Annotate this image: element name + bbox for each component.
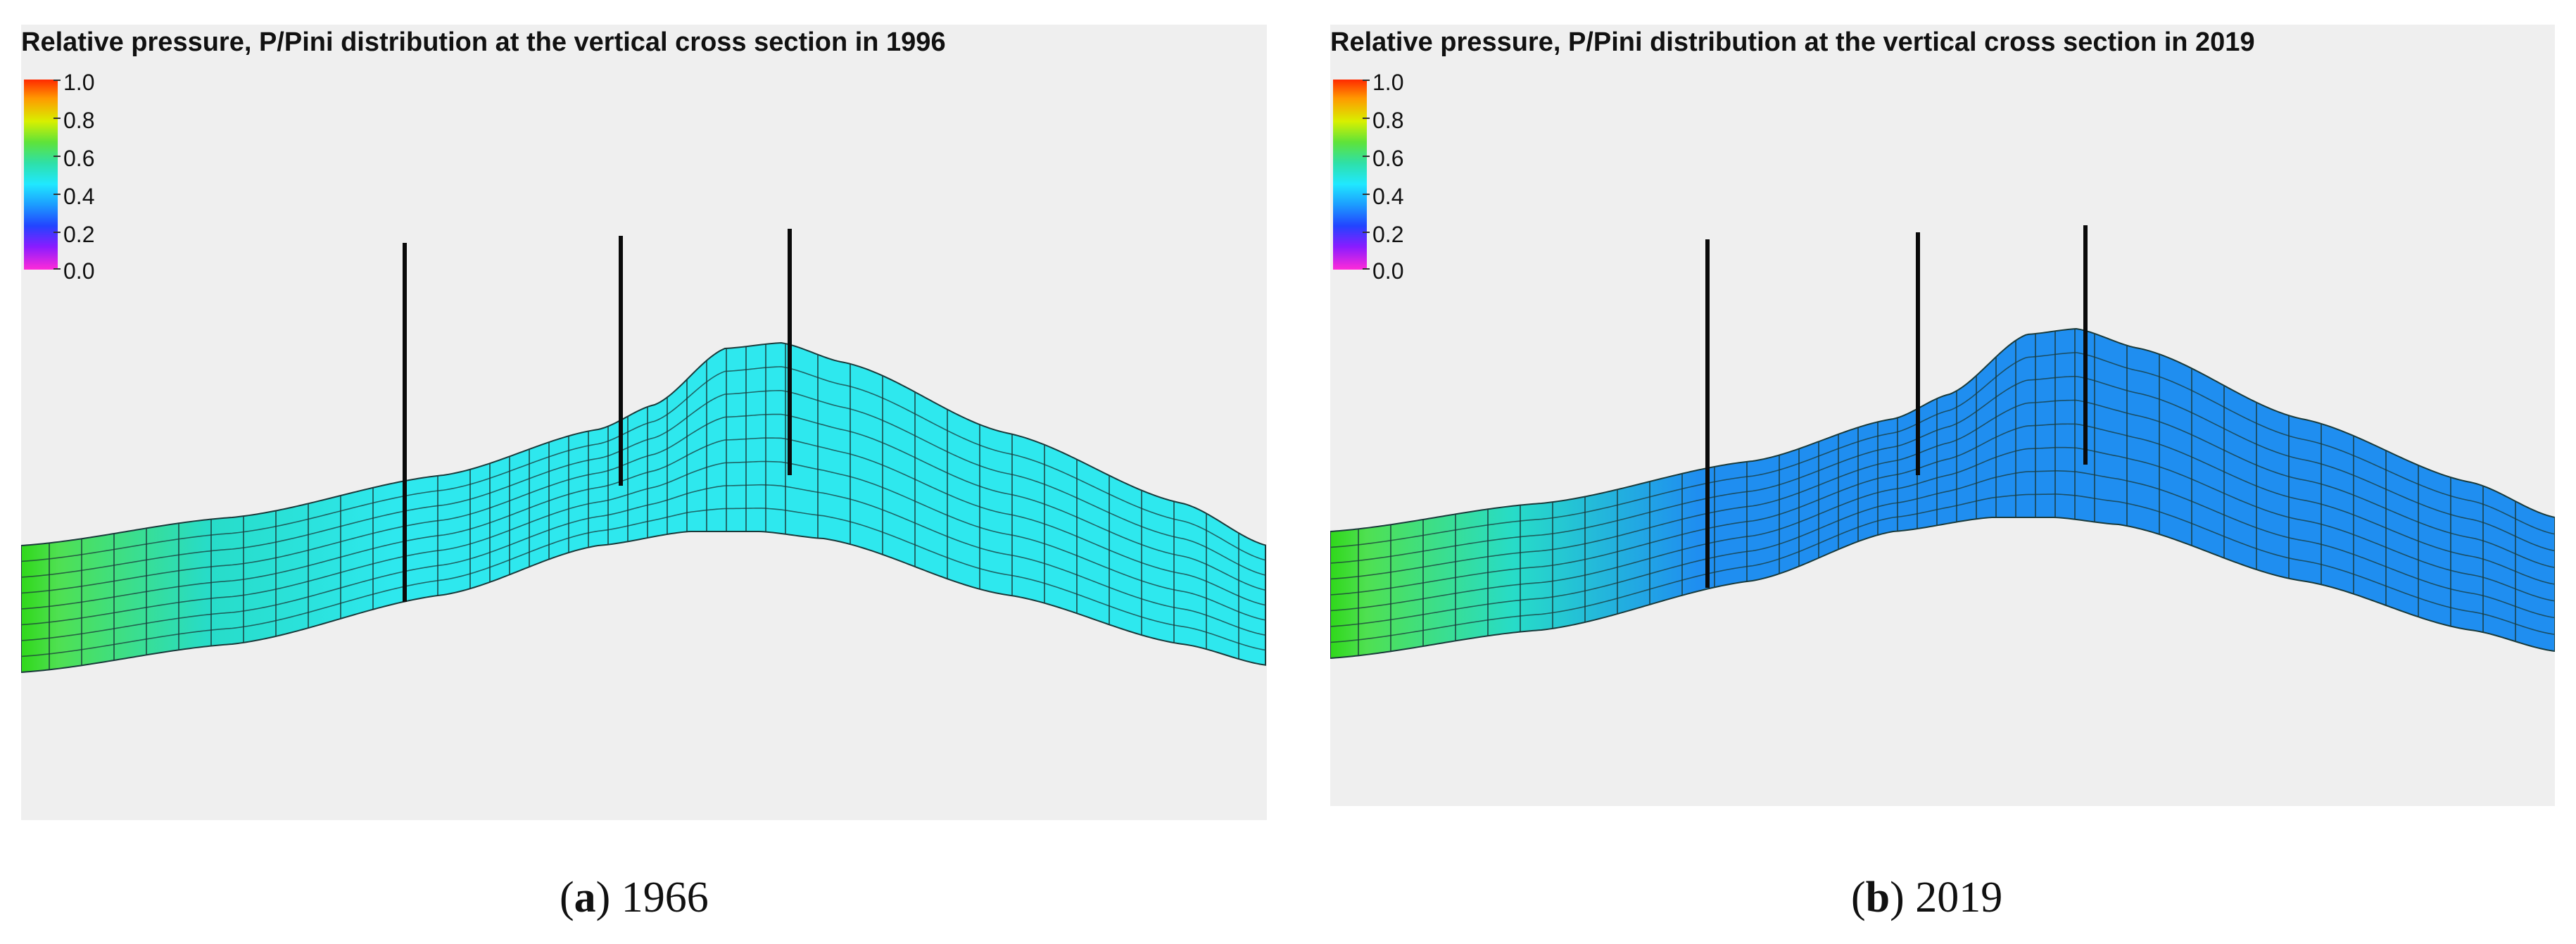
caption-a: (a) 1966 (560, 874, 709, 921)
panel-a-grid-layer-line (21, 366, 1266, 562)
panel-a-grid-layer-line (21, 484, 1266, 641)
panel-a-grid-layer-line (21, 389, 1266, 578)
caption-b-letter: b (1865, 874, 1890, 921)
panel-b-grid-layer-line (1330, 352, 2555, 548)
panel-a-legend-label-0-6: 0.6 (63, 146, 95, 171)
panel-b-legend-label-0-4: 0.4 (1372, 184, 1404, 209)
panel-b-reservoir-body (1330, 329, 2555, 658)
panel-b-grid-layer-line (1330, 470, 2555, 627)
caption-a-text: ) 1966 (595, 874, 709, 921)
panel-b-legend-label-1-0: 1.0 (1372, 70, 1404, 95)
panel-b-color-legend: 1.0 0.8 0.6 0.4 0.2 0.0 (1333, 71, 1474, 282)
panel-a-cross-section (21, 229, 1266, 674)
panel-a: Relative pressure, P/Pini distribution a… (21, 25, 1267, 820)
panel-b-title: Relative pressure, P/Pini distribution a… (1330, 27, 2255, 57)
panel-a-legend-label-0-2: 0.2 (63, 222, 95, 247)
panel-b-legend-label-0-6: 0.6 (1372, 146, 1404, 171)
panel-a-grid-layer-line (21, 460, 1266, 626)
panel-a-grid-layer-line (21, 437, 1266, 610)
panel-b-grid-layer-line (1330, 375, 2555, 564)
panel-b-legend-label-0-0: 0.0 (1372, 258, 1404, 284)
panel-a-legend-label-0-0: 0.0 (63, 258, 95, 284)
panel-b-grid-layer-line (1330, 493, 2555, 643)
panel-b-legend-label-0-8: 0.8 (1372, 108, 1404, 133)
panel-a-legend-label-0-8: 0.8 (63, 108, 95, 133)
panel-a-grid-layer-line (21, 508, 1266, 657)
panel-b-cross-section (1330, 225, 2555, 660)
panel-a-grid-layer-line (21, 413, 1266, 594)
panel-a-reservoir-outline (21, 341, 1266, 674)
panel-a-reservoir-body (21, 343, 1265, 672)
panel-a-title: Relative pressure, P/Pini distribution a… (21, 27, 946, 57)
panel-b-reservoir-outline (1330, 327, 2555, 660)
panel-a-legend-label-1-0: 1.0 (63, 70, 95, 95)
panel-b-legend-colorbar (1333, 80, 1367, 270)
panel-a-legend-label-0-4: 0.4 (63, 184, 95, 209)
panel-b: Relative pressure, P/Pini distribution a… (1330, 25, 2555, 806)
panel-a-color-legend: 1.0 0.8 0.6 0.4 0.2 0.0 (24, 71, 165, 282)
caption-b: (b) 2019 (1851, 874, 2003, 921)
panel-b-grid-layer-line (1330, 446, 2555, 612)
panel-b-grid-layer-line (1330, 423, 2555, 596)
panel-a-legend-colorbar (24, 80, 58, 270)
panel-b-grid-layer-line (1330, 399, 2555, 580)
caption-a-letter: a (574, 874, 596, 921)
caption-b-text: ) 2019 (1890, 874, 2003, 921)
panel-b-legend-label-0-2: 0.2 (1372, 222, 1404, 247)
